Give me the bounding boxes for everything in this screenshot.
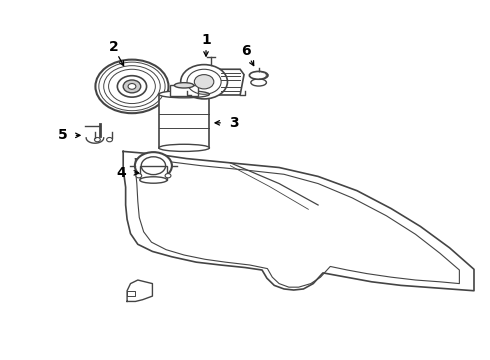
Text: 6: 6 <box>241 44 251 58</box>
Polygon shape <box>189 69 244 95</box>
Ellipse shape <box>159 91 209 98</box>
Ellipse shape <box>174 83 194 88</box>
Circle shape <box>128 84 136 89</box>
Text: 3: 3 <box>229 116 239 130</box>
Ellipse shape <box>249 71 268 79</box>
Bar <box>171 85 198 96</box>
Circle shape <box>195 75 214 89</box>
Text: 5: 5 <box>58 129 68 142</box>
Circle shape <box>123 80 141 93</box>
Circle shape <box>165 174 171 178</box>
Circle shape <box>181 64 227 99</box>
Text: 4: 4 <box>116 166 126 180</box>
Ellipse shape <box>140 177 167 183</box>
Text: 2: 2 <box>108 40 118 54</box>
Polygon shape <box>127 280 152 301</box>
Bar <box>140 166 167 180</box>
Ellipse shape <box>159 144 209 152</box>
Circle shape <box>136 174 142 178</box>
Bar <box>159 94 209 148</box>
Circle shape <box>96 60 169 113</box>
Ellipse shape <box>251 79 267 86</box>
Text: 1: 1 <box>201 33 211 47</box>
Circle shape <box>135 152 172 179</box>
